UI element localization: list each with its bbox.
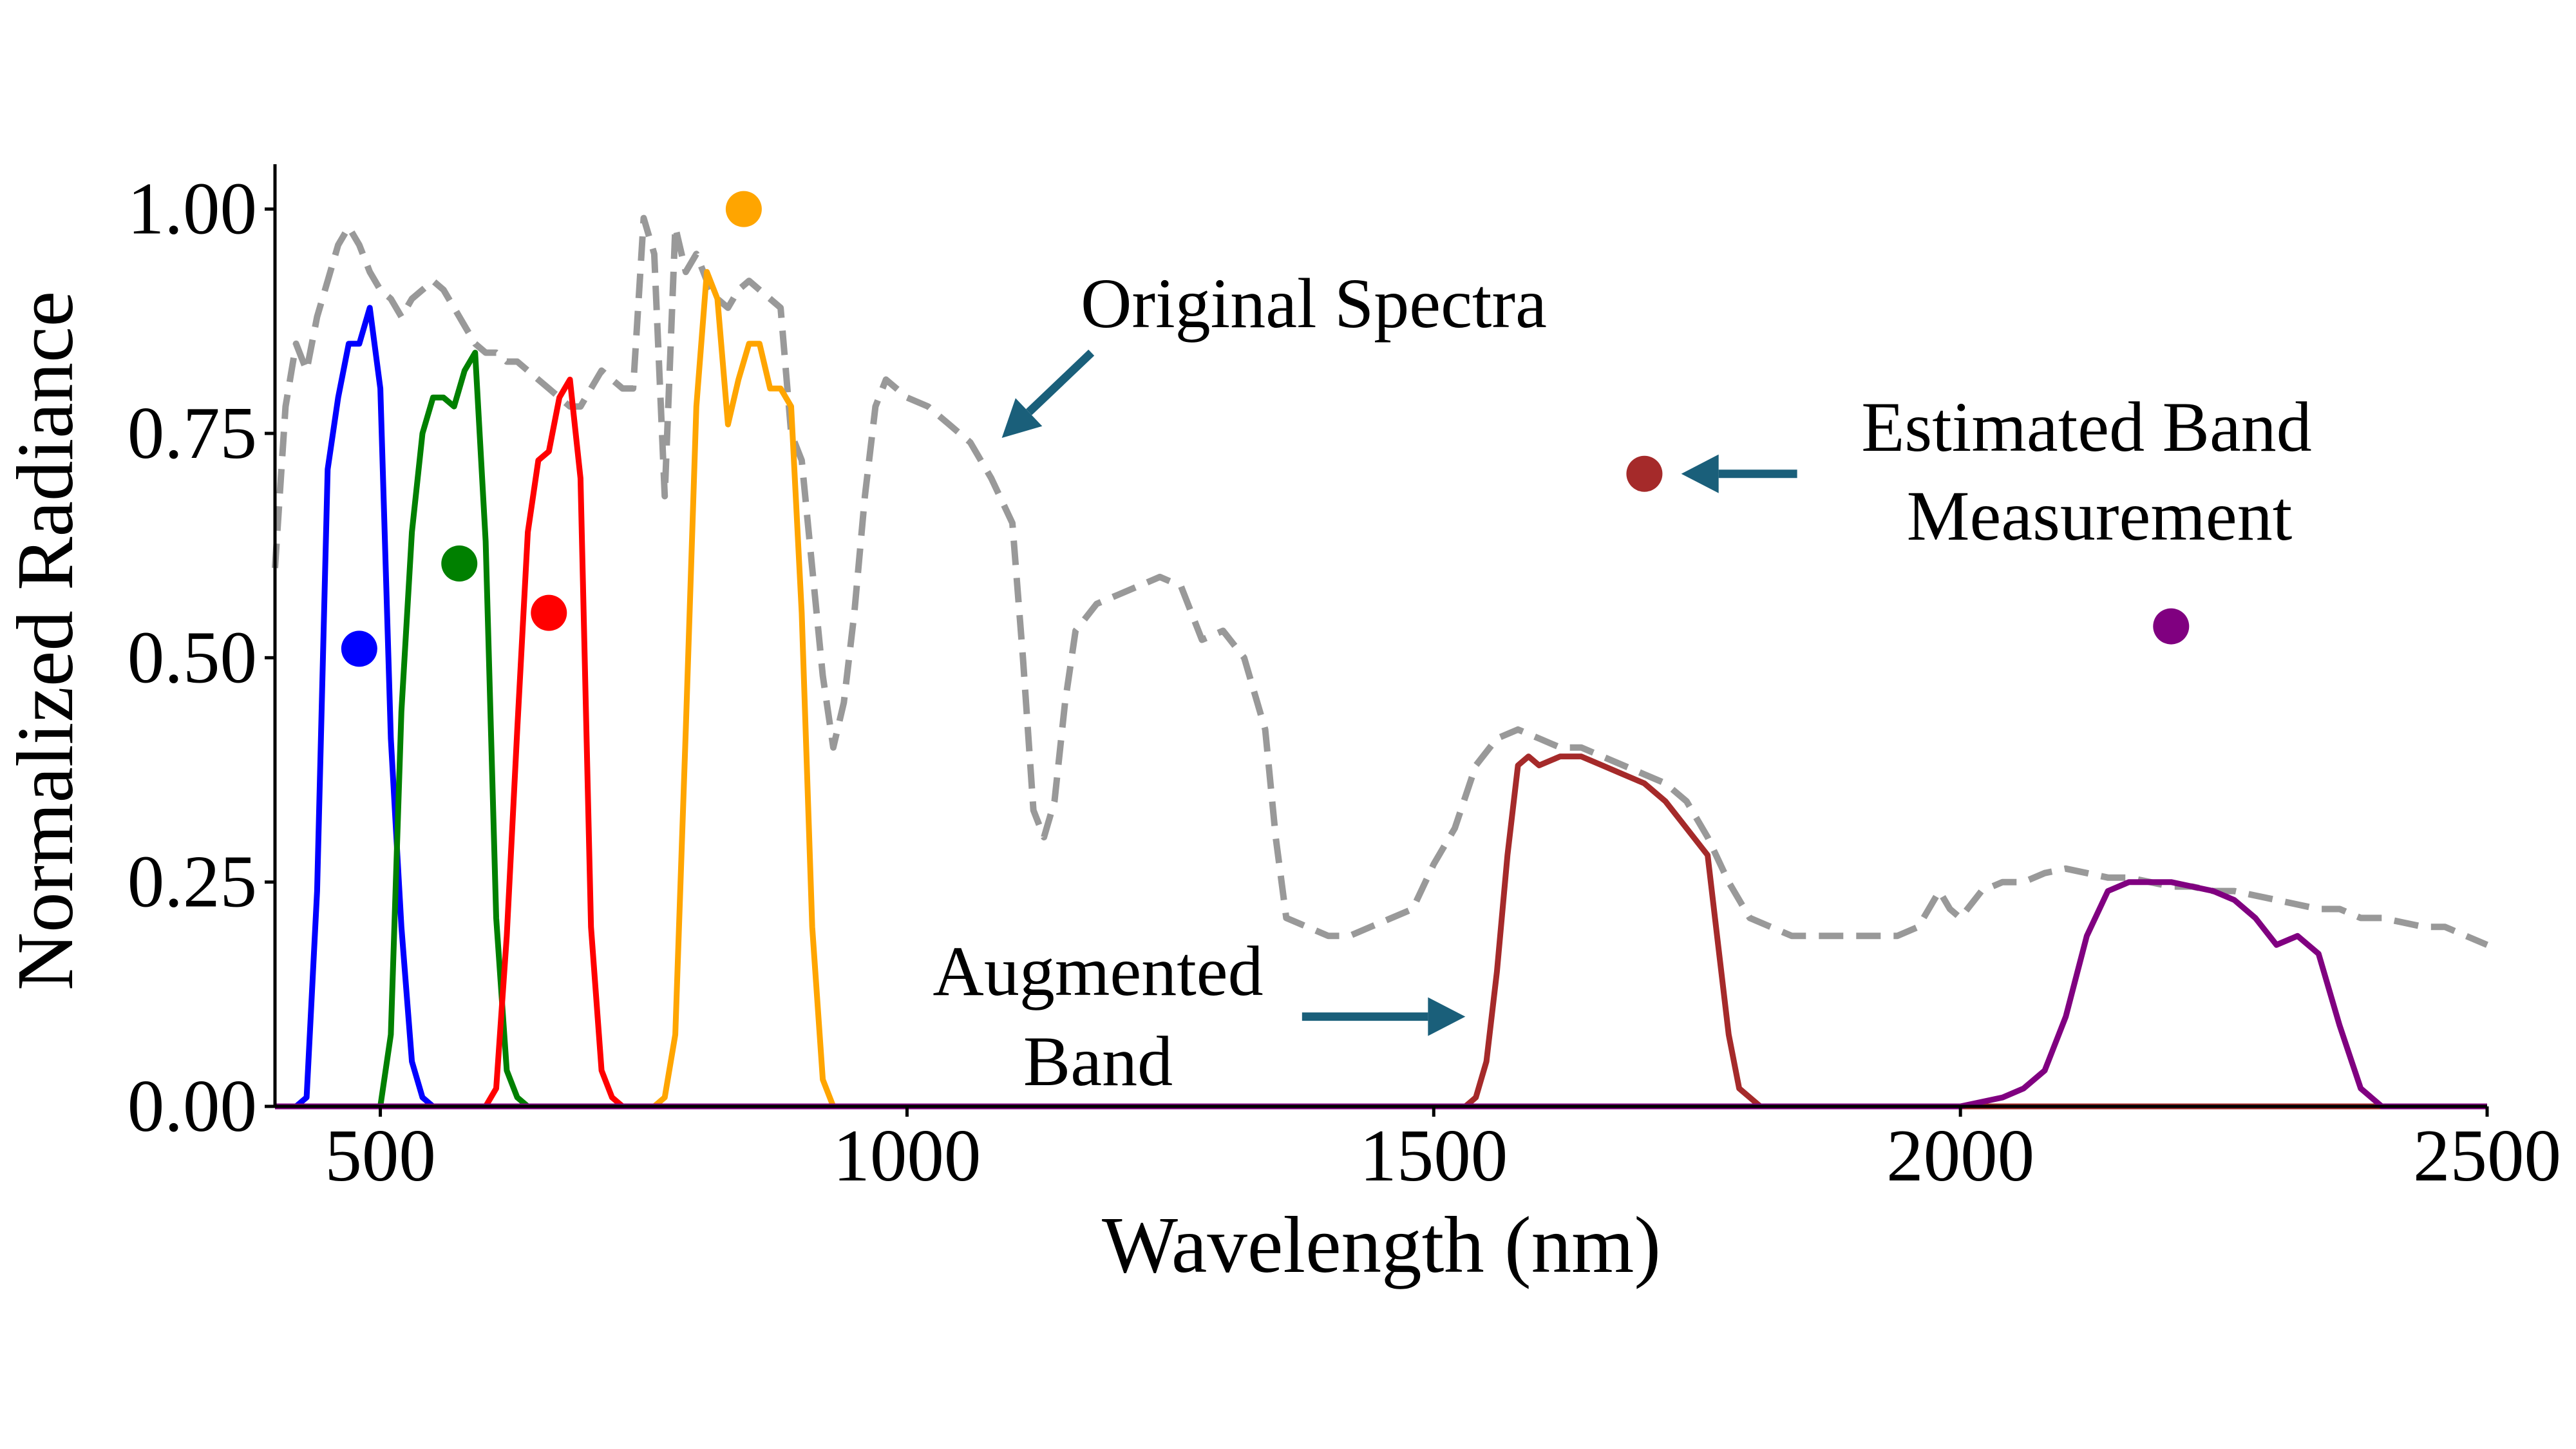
x-tick-label: 1500 [1359, 1115, 1508, 1197]
annotation-original-spectra: Original Spectra [1081, 264, 1547, 343]
series-line-green-band [377, 350, 530, 1109]
point-nir-estimate [725, 191, 762, 227]
series-line-blue-band [294, 305, 435, 1109]
annotation-augmented-line-1: Augmented [933, 932, 1263, 1010]
arrow-original-spectra-icon [1026, 349, 1095, 415]
series-line-nir-band [652, 269, 837, 1109]
annotation-layer: Original Spectra Estimated Band Measurem… [933, 264, 2311, 1101]
annotation-augmented-line-2: Band [1023, 1022, 1173, 1101]
arrow-original-head-icon [1001, 398, 1043, 438]
series-line-original-spectra [272, 214, 2488, 948]
y-tick-label: 1.00 [128, 168, 257, 250]
y-tick-label: 0.00 [128, 1065, 257, 1147]
points-layer [341, 191, 2190, 667]
y-tick-label: 0.75 [128, 392, 257, 474]
point-swir1-estimate [1626, 455, 1663, 492]
x-tick-label: 500 [325, 1115, 436, 1197]
y-tick-label: 0.50 [128, 616, 257, 698]
point-red-estimate [531, 594, 567, 631]
annotation-estimated-line-1: Estimated Band [1861, 388, 2312, 466]
series-line-swir2-band [275, 879, 2487, 1110]
x-tick-label: 2000 [1886, 1115, 2034, 1197]
series-line-swir1-band [275, 753, 2487, 1110]
series-line-red-band [483, 376, 625, 1109]
ticks-layer: 500 1000 1500 2000 2500 0.00 0.25 0.50 0.75 1.00 [128, 168, 2561, 1197]
point-green-estimate [441, 545, 478, 582]
x-tick-label: 2500 [2413, 1115, 2561, 1197]
x-tick-label: 1000 [833, 1115, 981, 1197]
x-axis-title: Wavelength (nm) [1102, 1201, 1661, 1290]
point-blue-estimate [341, 630, 377, 667]
y-tick-label: 0.25 [128, 841, 257, 923]
arrow-estimated-head-icon [1681, 454, 1719, 493]
annotation-estimated-line-2: Measurement [1907, 477, 2293, 555]
point-swir2-estimate [2153, 608, 2190, 645]
y-axis-title: Normalized Radiance [1, 291, 90, 990]
series-layer [272, 214, 2488, 1110]
arrow-augmented-head-icon [1428, 997, 1466, 1036]
